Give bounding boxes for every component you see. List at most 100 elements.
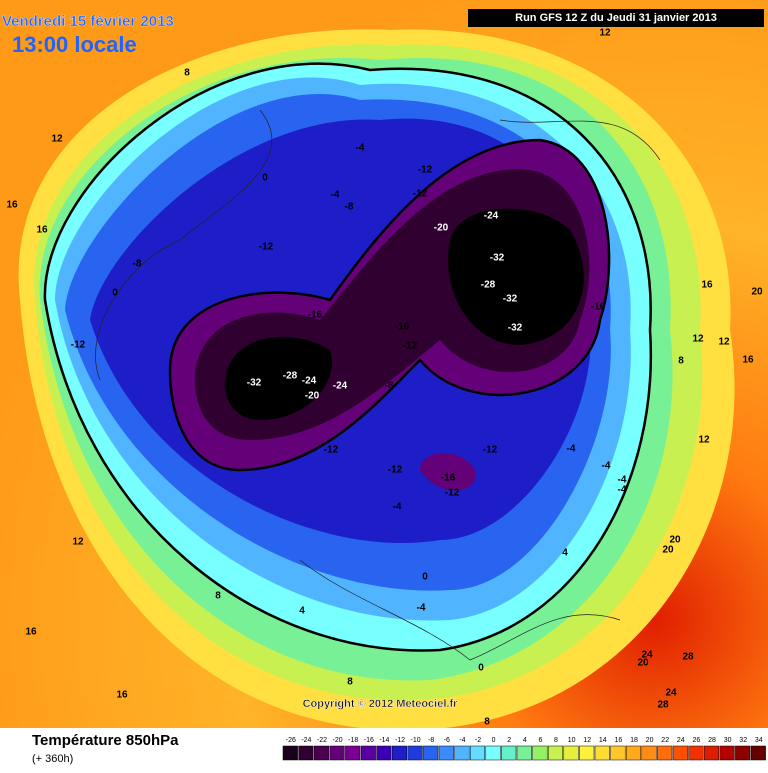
- run-info: Run GFS 12 Z du Jeudi 31 janvier 2013: [515, 12, 717, 24]
- legend-tick: -4: [459, 737, 465, 744]
- contour-label: -20: [305, 391, 320, 402]
- legend-swatch: [282, 745, 298, 761]
- legend-tick: 32: [739, 737, 747, 744]
- contour-label: -16: [395, 322, 410, 333]
- run-box: [468, 9, 764, 27]
- contour-lines: [43, 62, 653, 652]
- contour-label: -4: [602, 461, 611, 472]
- legend-tick: -26: [286, 737, 296, 744]
- contour-label: -28: [481, 280, 496, 291]
- legend-swatch: [563, 745, 579, 761]
- legend-swatch: [423, 745, 439, 761]
- legend-tick: 20: [646, 737, 654, 744]
- legend-tick: 0: [492, 737, 496, 744]
- legend-swatch: [360, 745, 376, 761]
- contour-label: -8: [133, 259, 142, 270]
- legend-tick: -24: [301, 737, 311, 744]
- contour-label: 28: [657, 700, 669, 711]
- contour-label: -32: [503, 294, 518, 305]
- legend-swatch: [391, 745, 408, 761]
- legend-tick: -18: [348, 737, 358, 744]
- contour-label: -20: [434, 223, 449, 234]
- contour-label: -4: [618, 475, 627, 486]
- legend-tick: -12: [395, 737, 405, 744]
- contour-label: 28: [682, 652, 694, 663]
- contour-label: 16: [25, 627, 37, 638]
- contour-label: -24: [302, 376, 317, 387]
- contour-label: 16: [116, 690, 128, 701]
- legend-swatch: [407, 745, 423, 761]
- legend-tick: -2: [475, 737, 481, 744]
- legend-tick: -8: [428, 737, 434, 744]
- contour-label: 24: [665, 688, 677, 699]
- contour-label: -12: [418, 165, 433, 176]
- legend-swatch: [625, 745, 642, 761]
- legend-swatch: [594, 745, 610, 761]
- contour-label: 20: [751, 287, 763, 298]
- legend-swatch: [657, 745, 673, 761]
- contour-label: 12: [698, 435, 710, 446]
- contour-label: -4: [393, 502, 402, 513]
- legend-swatch: [298, 745, 314, 761]
- contour-label: 0: [262, 173, 268, 184]
- legend-tick: 8: [554, 737, 558, 744]
- legend-swatch: [750, 745, 766, 761]
- legend-swatch: [688, 745, 704, 761]
- contour-label: 12: [692, 334, 704, 345]
- contour-label: 0: [422, 572, 428, 583]
- legend-swatch: [345, 745, 361, 761]
- legend-tick: 26: [693, 737, 701, 744]
- contour-label: 8: [678, 356, 684, 367]
- time-title: 13:00 locale: [12, 32, 137, 57]
- contour-label: 12: [51, 134, 63, 145]
- legend-swatch: [438, 745, 454, 761]
- contour-label: -24: [333, 381, 348, 392]
- legend-tick: 24: [677, 737, 685, 744]
- legend-tick: 34: [755, 737, 763, 744]
- legend-swatch: [454, 745, 470, 761]
- legend-swatch: [313, 745, 330, 761]
- legend-swatch: [516, 745, 532, 761]
- contour-label: 0: [478, 663, 484, 674]
- legend-tick: -10: [411, 737, 421, 744]
- contour-label: -4: [356, 143, 365, 154]
- contour-label: -12: [483, 445, 498, 456]
- legend-tick: 22: [661, 737, 669, 744]
- contour-label: 20: [662, 545, 674, 556]
- contour-label: -12: [413, 189, 428, 200]
- legend-tick: 28: [708, 737, 716, 744]
- contour-label: 0: [112, 288, 118, 299]
- legend-swatch: [672, 745, 688, 761]
- legend-tick: 4: [523, 737, 527, 744]
- contour-label: -16: [308, 310, 323, 321]
- legend-swatch: [735, 745, 751, 761]
- contour-label: -28: [283, 371, 298, 382]
- contour-label: -12: [71, 340, 86, 351]
- legend-swatch: [501, 745, 517, 761]
- contour-label: -8: [345, 202, 354, 213]
- contour-label: 12: [718, 337, 730, 348]
- legend-tick: 14: [599, 737, 607, 744]
- contour-label: -4: [567, 444, 576, 455]
- contour-label: 4: [299, 606, 305, 617]
- legend-swatch: [469, 745, 486, 761]
- color-legend: -26 -24 -22 -20 -18 -16 -14 -12 -10 -8 -6 -4 -2 0 2 4 6 8…: [282, 737, 766, 761]
- legend-swatch: [485, 745, 501, 761]
- contour-label: -32: [247, 378, 262, 389]
- footer-subtitle: (+ 360h): [32, 753, 73, 765]
- contour-label: 8: [215, 591, 221, 602]
- contour-label: 4: [562, 548, 568, 559]
- coastlines: [95, 109, 661, 661]
- legend-tick: -6: [444, 737, 450, 744]
- footer-title: Température 850hPa: [32, 732, 179, 749]
- copyright: Copyright © 2012 Meteociel.fr: [303, 698, 459, 710]
- legend-tick: -20: [333, 737, 343, 744]
- legend-tick: 16: [615, 737, 623, 744]
- legend-tick: -16: [364, 737, 374, 744]
- contour-label: -4: [331, 190, 340, 201]
- legend-tick: 18: [630, 737, 638, 744]
- contour-label: -16: [591, 302, 606, 313]
- contour-label: 24: [641, 650, 653, 661]
- contour-label: -32: [508, 323, 523, 334]
- contour-label: -12: [259, 242, 274, 253]
